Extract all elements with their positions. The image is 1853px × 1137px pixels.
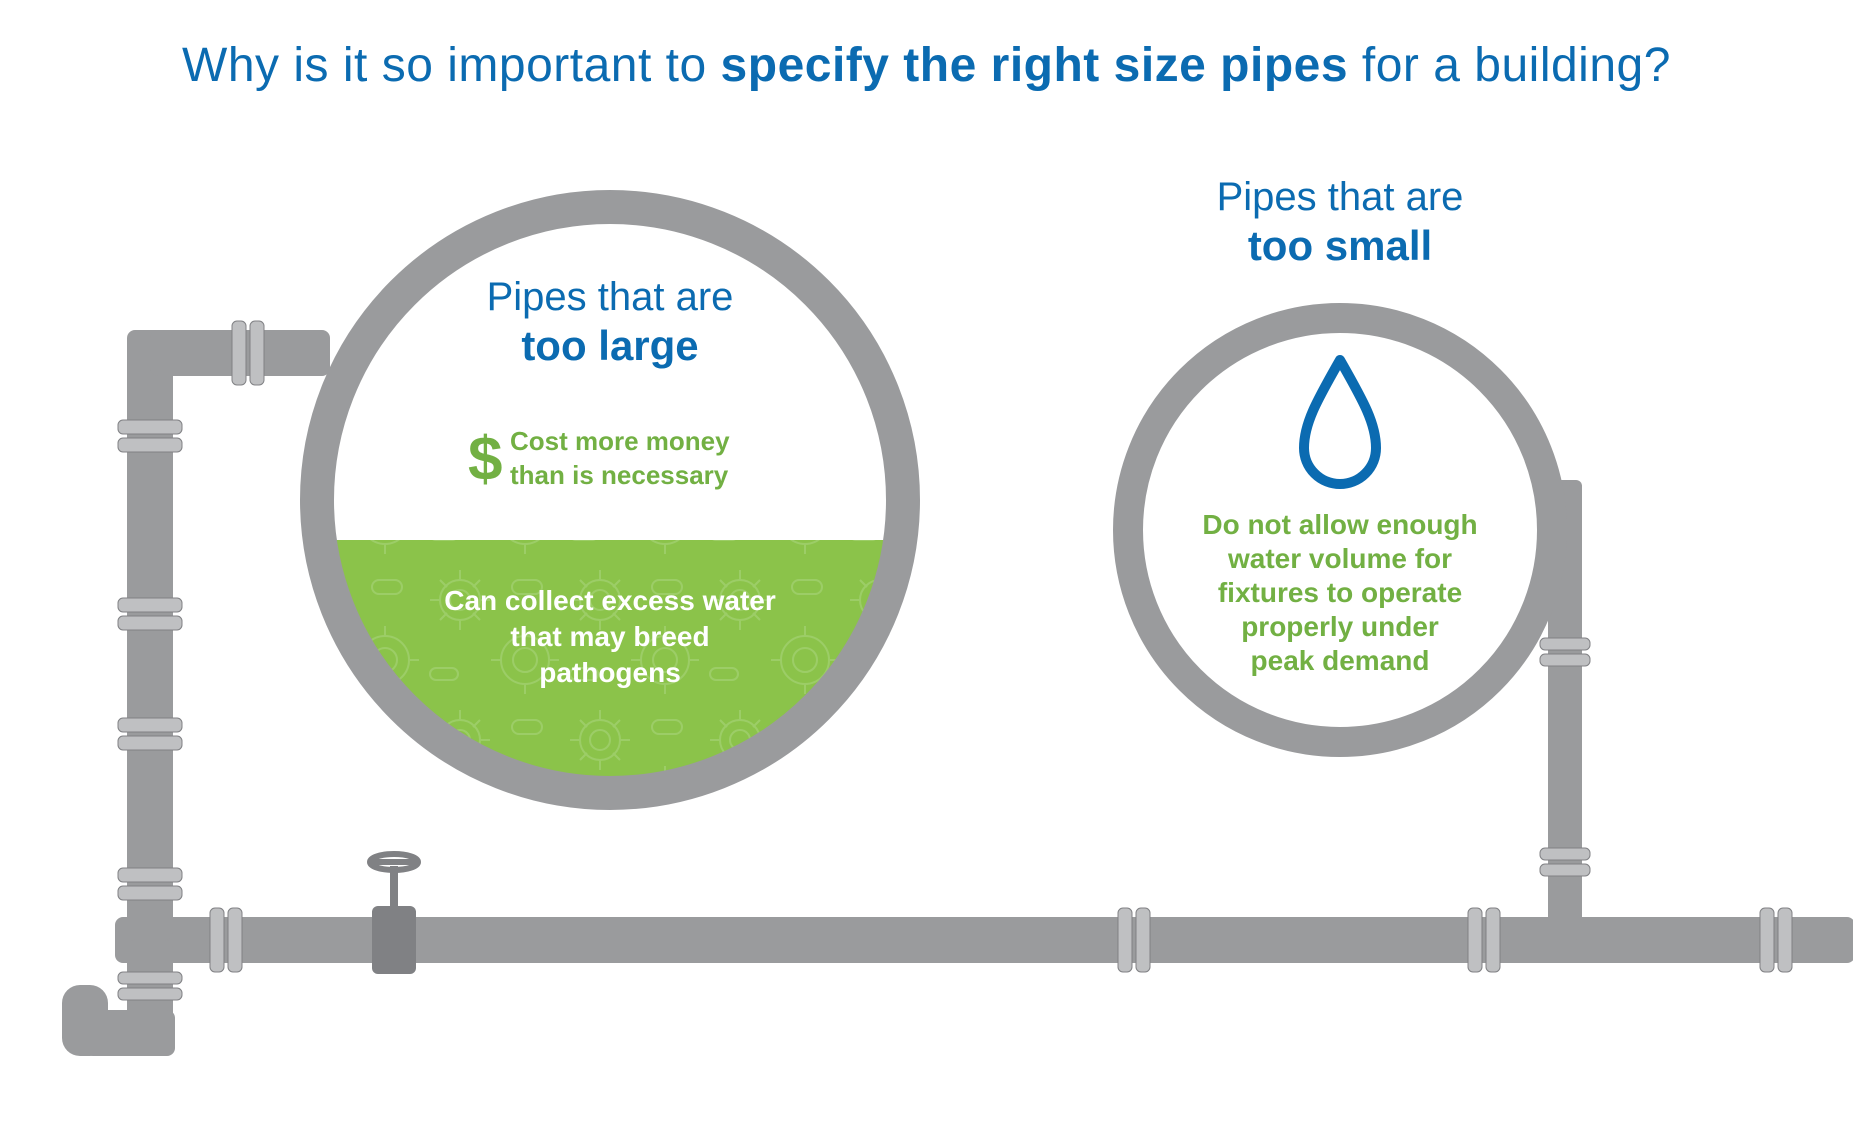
large-heading-pre: Pipes that are	[487, 275, 734, 319]
pathogen-line2: that may breed	[510, 621, 709, 652]
small-line3: fixtures to operate	[1218, 577, 1462, 608]
cost-line1: Cost more money	[510, 426, 730, 456]
valve-icon	[370, 854, 418, 974]
small-heading-pre: Pipes that are	[1217, 175, 1464, 219]
small-line4: properly under	[1241, 611, 1439, 642]
small-line1: Do not allow enough	[1202, 509, 1477, 540]
pathogen-line1: Can collect excess water	[444, 585, 776, 616]
cost-line2: than is necessary	[510, 460, 729, 490]
dollar-icon: $	[468, 425, 502, 494]
small-pipe-circle: Do not allow enough water volume for fix…	[1128, 318, 1552, 742]
large-heading-bold: too large	[521, 322, 698, 369]
diagram-stage: Pipes that are too large $ Cost more mon…	[0, 0, 1853, 1137]
small-heading-bold: too small	[1248, 222, 1432, 269]
small-line2: water volume for	[1227, 543, 1452, 574]
pathogen-line3: pathogens	[539, 657, 681, 688]
large-pipe-circle: Pipes that are too large $ Cost more mon…	[300, 207, 940, 840]
small-line5: peak demand	[1251, 645, 1430, 676]
